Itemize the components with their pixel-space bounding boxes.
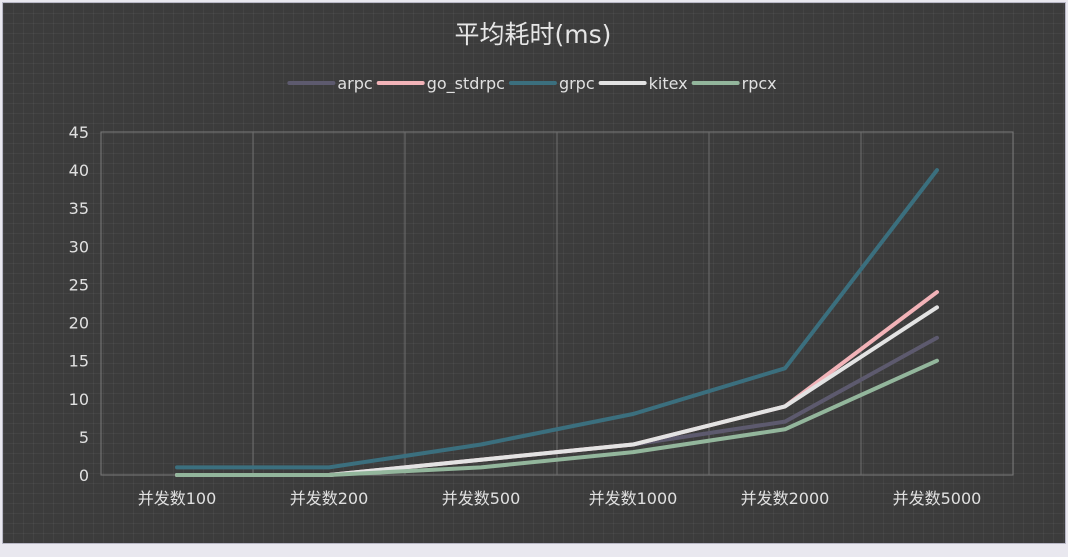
x-tick-label: 并发数100: [138, 489, 217, 508]
series-lines: [175, 168, 939, 477]
legend-label: rpcx: [742, 74, 777, 93]
x-tick-label: 并发数500: [442, 489, 521, 508]
x-tick-label: 并发数200: [290, 489, 369, 508]
line-chart: 平均耗时(ms) arpc go_stdrpc grpc kitex rpcx 0 5 10…: [69, 20, 1014, 508]
chart-title: 平均耗时(ms): [455, 20, 612, 49]
plot-area: [100, 131, 1014, 476]
legend-label: grpc: [559, 74, 595, 93]
y-tick-label: 20: [69, 314, 89, 333]
y-tick-label: 35: [69, 199, 89, 218]
y-tick-label: 0: [79, 466, 89, 485]
legend-item-rpcx[interactable]: rpcx: [691, 74, 777, 93]
series-line-rpcx: [175, 358, 939, 477]
y-tick-label: 15: [69, 352, 89, 371]
legend: arpc go_stdrpc grpc kitex rpcx: [287, 74, 777, 94]
y-tick-label: 10: [69, 390, 89, 409]
x-tick-label: 并发数5000: [893, 489, 982, 508]
y-axis: 0 5 10 15 20 25 30 35 40 45: [69, 123, 89, 485]
legend-label: go_stdrpc: [427, 74, 505, 94]
legend-label: arpc: [337, 74, 372, 93]
y-tick-label: 40: [69, 161, 89, 180]
legend-item-go-stdrpc[interactable]: go_stdrpc: [376, 74, 505, 94]
legend-item-kitex[interactable]: kitex: [598, 74, 688, 93]
y-tick-label: 25: [69, 275, 89, 294]
legend-item-grpc[interactable]: grpc: [508, 74, 595, 93]
legend-label: kitex: [649, 74, 688, 93]
legend-item-arpc[interactable]: arpc: [287, 74, 373, 93]
y-tick-label: 45: [69, 123, 89, 142]
x-tick-label: 并发数1000: [589, 489, 678, 508]
y-tick-label: 5: [79, 428, 89, 447]
x-tick-label: 并发数2000: [741, 489, 830, 508]
x-axis: 并发数100 并发数200 并发数500 并发数1000 并发数2000 并发数5000: [138, 489, 982, 508]
series-line-grpc: [175, 168, 939, 470]
y-tick-label: 30: [69, 237, 89, 256]
chart-frame: 平均耗时(ms) arpc go_stdrpc grpc kitex rpcx 0 5 10…: [2, 2, 1066, 544]
